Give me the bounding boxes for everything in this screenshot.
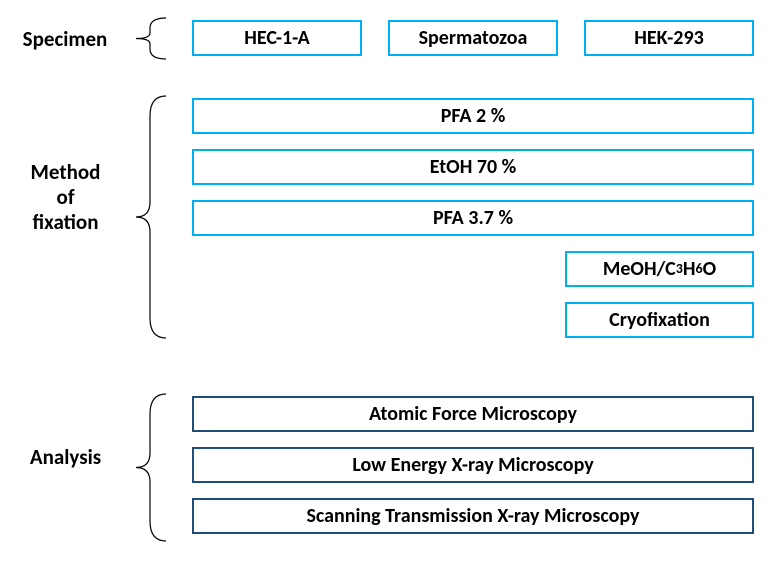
brace-method [128,92,168,342]
label-method: Method of fixation [18,160,113,236]
brace-specimen [128,16,168,61]
method-box-2: EtOH 70 % [192,149,754,185]
analysis-box-3: Scanning Transmission X-ray Microscopy [192,498,754,534]
label-specimen: Specimen [10,27,120,52]
analysis-box-1: Atomic Force Microscopy [192,396,754,432]
label-analysis: Analysis [18,445,113,470]
method-box-1: PFA 2 % [192,98,754,134]
specimen-box-3: HEK-293 [584,20,754,56]
brace-analysis [128,390,168,545]
method-box-5: Cryofixation [565,302,754,338]
method-box-4: MeOH/C3H6O [565,251,754,287]
analysis-box-2: Low Energy X-ray Microscopy [192,447,754,483]
specimen-box-1: HEC-1-A [192,20,362,56]
method-box-3: PFA 3.7 % [192,200,754,236]
specimen-box-2: Spermatozoa [388,20,558,56]
